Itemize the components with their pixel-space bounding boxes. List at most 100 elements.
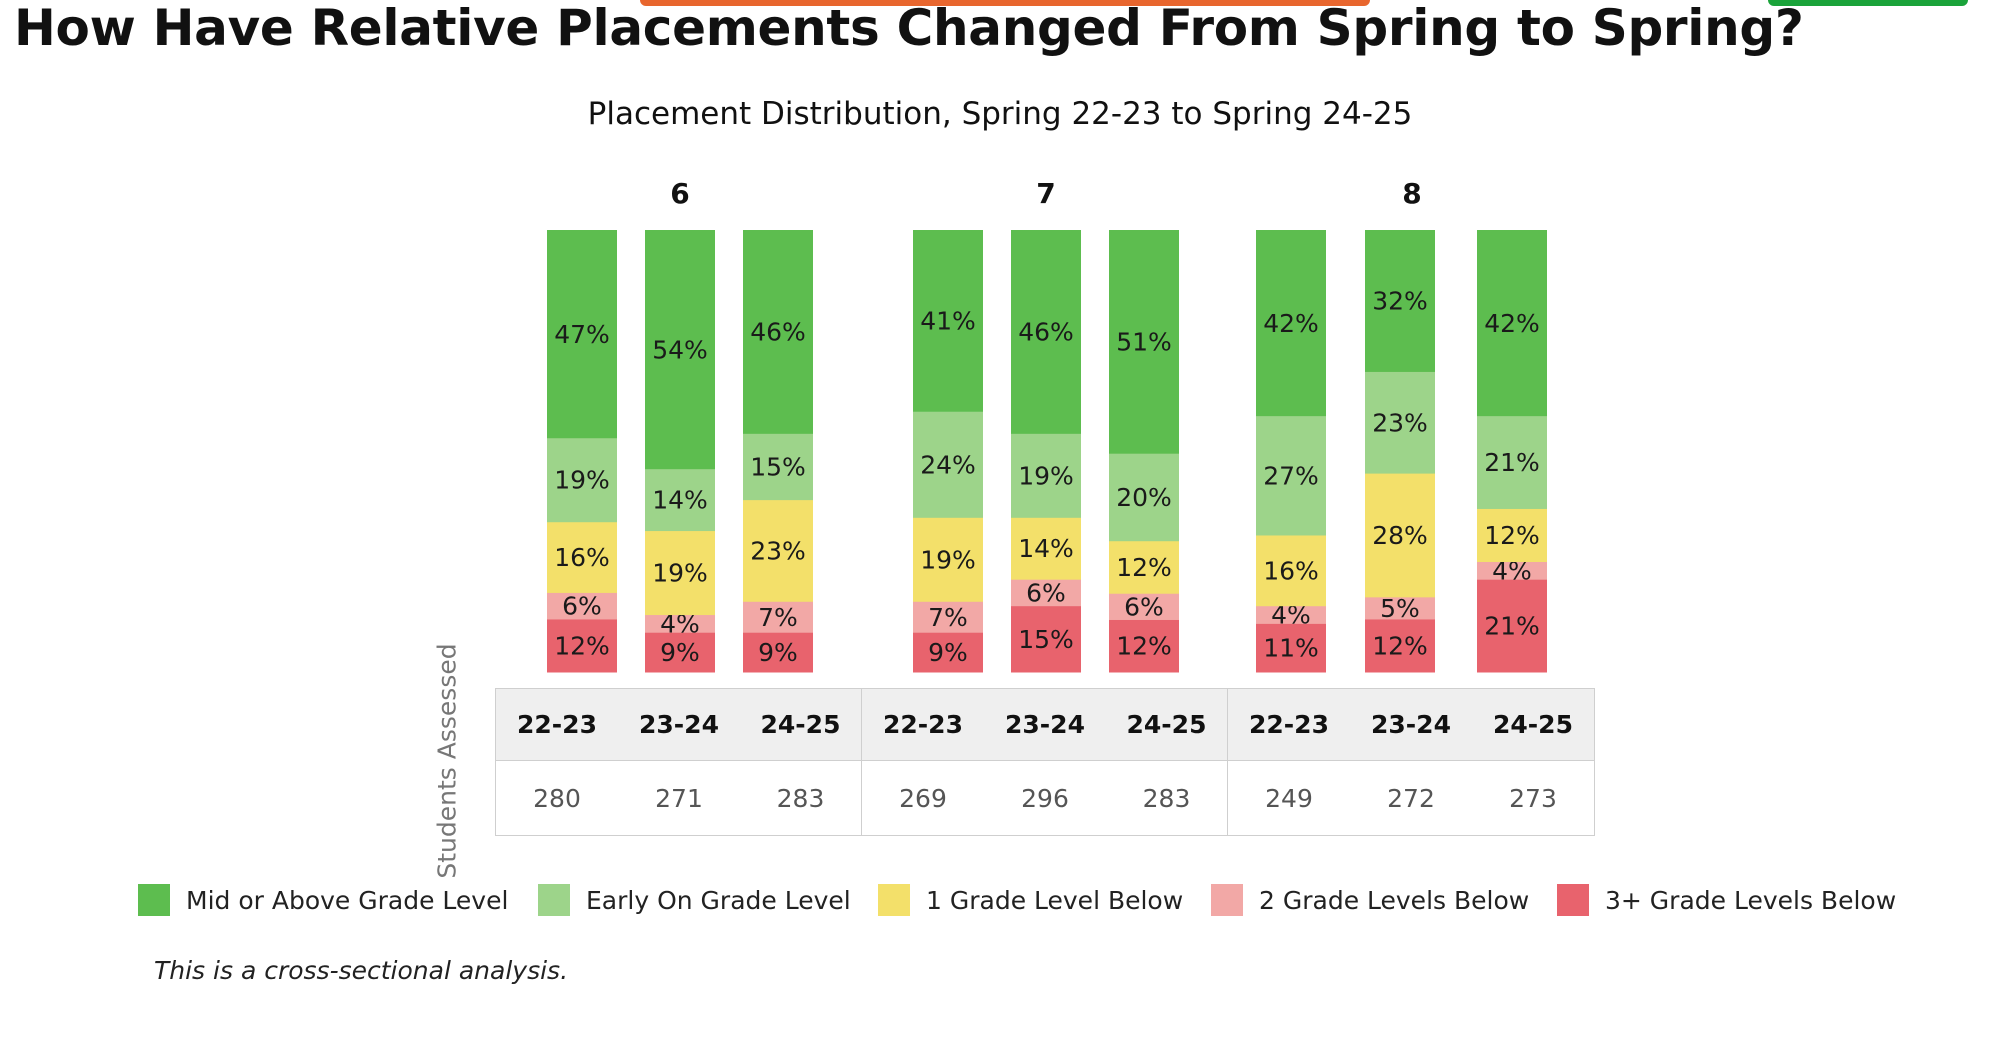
bar-segment-2-grade-levels-below xyxy=(913,601,983,633)
data-label: 12% xyxy=(554,631,610,660)
data-label: 12% xyxy=(1116,632,1172,661)
bar-segment-mid-or-above-grade-level xyxy=(1109,230,1179,454)
bar-segment-1-grade-level-below xyxy=(1256,534,1326,607)
legend-item-one-below: 1 Grade Level Below xyxy=(878,882,1183,918)
bar-segment-1-grade-level-below xyxy=(1477,508,1547,562)
data-label: 6% xyxy=(562,592,602,621)
data-label: 42% xyxy=(1484,309,1540,338)
grade-label-7: 7 xyxy=(1036,177,1055,210)
bar-segment-3plus-grade-levels-below xyxy=(1109,619,1179,673)
bar-segment-early-on-grade-level xyxy=(547,437,617,523)
bar-segment-early-on-grade-level xyxy=(743,433,813,501)
bar-segment-mid-or-above-grade-level xyxy=(1365,230,1435,372)
chart-subtitle: Placement Distribution, Spring 22-23 to … xyxy=(588,96,1413,132)
data-label: 47% xyxy=(554,320,610,349)
data-label: 9% xyxy=(758,638,798,667)
bar-segment-3plus-grade-levels-below xyxy=(913,632,983,673)
bar-segment-mid-or-above-grade-level xyxy=(1011,230,1081,434)
data-label: 9% xyxy=(660,638,700,667)
legend-item-two-below: 2 Grade Levels Below xyxy=(1211,882,1529,918)
data-label: 46% xyxy=(750,318,806,347)
data-label: 19% xyxy=(920,545,976,574)
table-cell-students: 273 xyxy=(1509,783,1557,813)
data-label: 19% xyxy=(554,466,610,495)
bar-segment-2-grade-levels-below xyxy=(645,614,715,633)
bar-segment-early-on-grade-level xyxy=(1365,371,1435,474)
footnote: This is a cross-sectional analysis. xyxy=(154,956,569,985)
grade-label-8: 8 xyxy=(1402,177,1421,210)
table-header-cell: 23-24 xyxy=(1350,689,1472,761)
data-label: 16% xyxy=(554,543,610,572)
bar-segment-2-grade-levels-below xyxy=(1365,596,1435,620)
data-label: 5% xyxy=(1380,594,1420,623)
grade-label-6: 6 xyxy=(670,177,689,210)
bar-segment-3plus-grade-levels-below xyxy=(547,618,617,673)
legend-swatch xyxy=(878,884,910,916)
bar-segment-early-on-grade-level xyxy=(1109,453,1179,542)
bar-segment-1-grade-level-below xyxy=(1365,473,1435,598)
placement-distribution-chart: Placement Distribution, Spring 22-23 to … xyxy=(547,96,1547,673)
data-label: 21% xyxy=(1484,612,1540,641)
bar-segment-mid-or-above-grade-level xyxy=(645,230,715,470)
data-label: 15% xyxy=(1018,625,1074,654)
data-label: 41% xyxy=(920,307,976,336)
bar-segment-1-grade-level-below xyxy=(645,530,715,616)
chart-legend: Mid or Above Grade Level Early On Grade … xyxy=(138,882,1938,918)
data-label: 51% xyxy=(1116,328,1172,357)
data-label: 16% xyxy=(1263,556,1319,585)
data-label: 28% xyxy=(1372,521,1428,550)
bar-segment-2-grade-levels-below xyxy=(547,592,617,620)
data-label: 23% xyxy=(750,536,806,565)
table-header-cell: 24-25 xyxy=(740,689,862,761)
bar-segment-3plus-grade-levels-below xyxy=(1477,579,1547,673)
data-label: 6% xyxy=(1124,592,1164,621)
data-label: 42% xyxy=(1263,309,1319,338)
bar-segment-1-grade-level-below xyxy=(1011,517,1081,580)
table-header-cell: 22-23 xyxy=(862,689,984,761)
bar-segment-early-on-grade-level xyxy=(1477,415,1547,509)
data-label: 46% xyxy=(1018,318,1074,347)
bar-segment-3plus-grade-levels-below xyxy=(743,632,813,673)
legend-swatch xyxy=(538,884,570,916)
bar-segment-2-grade-levels-below xyxy=(743,601,813,633)
students-assessed-row-label: Students Assessed xyxy=(416,643,480,878)
bar-segment-mid-or-above-grade-level xyxy=(1477,230,1547,417)
table-header-cell: 23-24 xyxy=(618,689,740,761)
table-header-cell: 24-25 xyxy=(1106,689,1228,761)
students-assessed-label: Students Assessed xyxy=(433,643,462,879)
legend-label: Mid or Above Grade Level xyxy=(186,885,509,915)
table-cell-students: 249 xyxy=(1265,783,1313,813)
data-label: 7% xyxy=(758,603,798,632)
legend-label: Early On Grade Level xyxy=(586,885,851,915)
legend-item-early-on: Early On Grade Level xyxy=(538,882,851,918)
data-label: 19% xyxy=(1018,461,1074,490)
data-label: 15% xyxy=(750,452,806,481)
table-cell-students: 280 xyxy=(533,783,581,813)
bar-segment-mid-or-above-grade-level xyxy=(1256,230,1326,417)
bar-segment-3plus-grade-levels-below xyxy=(1256,623,1326,673)
grade-labels: 6 7 8 xyxy=(670,177,1421,210)
bar-segment-1-grade-level-below xyxy=(913,517,983,602)
legend-label: 3+ Grade Levels Below xyxy=(1605,885,1897,915)
table-cell-students: 271 xyxy=(655,783,703,813)
data-label: 14% xyxy=(1018,534,1074,563)
stacked-bars: 12%6%16%19%47%9%4%19%14%54%9%7%23%15%46%… xyxy=(547,230,1547,673)
bar-segment-mid-or-above-grade-level xyxy=(547,230,617,439)
data-label: 6% xyxy=(1026,578,1066,607)
legend-label: 1 Grade Level Below xyxy=(926,885,1184,915)
bar-segment-1-grade-level-below xyxy=(1109,540,1179,594)
bar-segment-3plus-grade-levels-below xyxy=(645,632,715,673)
table-cell-students: 283 xyxy=(740,761,862,835)
data-label: 27% xyxy=(1263,461,1319,490)
data-label: 23% xyxy=(1372,408,1428,437)
data-label: 12% xyxy=(1372,631,1428,660)
data-label: 21% xyxy=(1484,448,1540,477)
header-accent-orange xyxy=(640,0,1370,6)
legend-swatch xyxy=(1211,884,1243,916)
table-header-cell: 23-24 xyxy=(984,689,1106,761)
bar-segment-early-on-grade-level xyxy=(1011,433,1081,518)
legend-item-three-plus-below: 3+ Grade Levels Below xyxy=(1557,882,1896,918)
legend-swatch xyxy=(1557,884,1589,916)
bar-segment-2-grade-levels-below xyxy=(1477,561,1547,580)
data-label: 54% xyxy=(652,335,708,364)
